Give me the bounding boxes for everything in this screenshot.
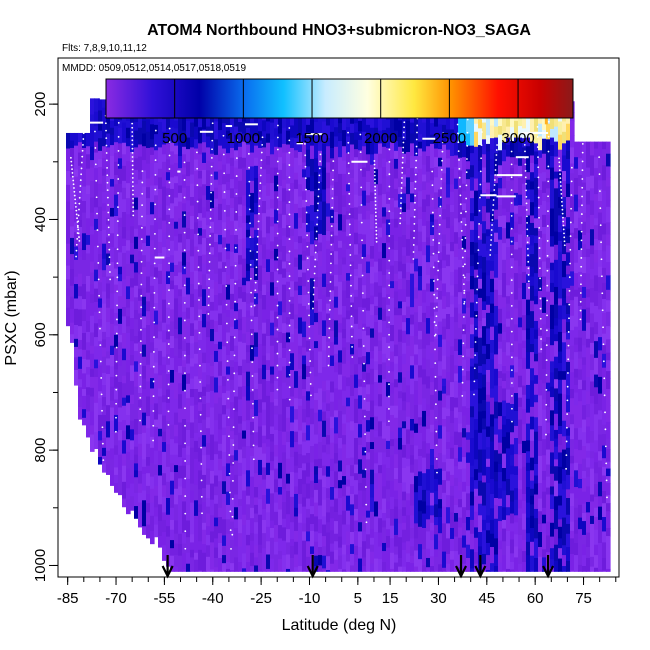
colorbar-bar — [105, 78, 574, 119]
colorbar-tick-label: 500 — [162, 130, 187, 147]
x-tick-label: 5 — [354, 590, 362, 607]
x-tick-label: 15 — [382, 590, 399, 607]
y-axis: 200 400 600 800 1000 — [32, 92, 58, 582]
flight-change-arrowhead — [306, 565, 319, 579]
x-tick-label: 30 — [430, 590, 447, 607]
flight-change-arrowhead — [161, 565, 174, 579]
x-tick-label: -85 — [57, 590, 79, 607]
x-tick-label: -25 — [250, 590, 272, 607]
dates-label: MMDD: 0509,0512,0514,0517,0518,0519 — [62, 63, 246, 74]
colorbar-ticks: 500 1000 1500 2000 2500 3000 — [162, 79, 535, 147]
x-axis-label: Latitude (deg N) — [282, 617, 397, 634]
x-tick-label: -55 — [154, 590, 176, 607]
flight-change-arrowhead — [474, 565, 487, 579]
x-tick-label: -10 — [299, 590, 321, 607]
x-tick-label: 75 — [575, 590, 592, 607]
y-tick-label: 800 — [32, 438, 49, 463]
x-tick-label: 45 — [478, 590, 495, 607]
flight-track-level-segments — [58, 97, 549, 259]
y-tick-label: 400 — [32, 207, 49, 232]
y-axis-label: PSXC (mbar) — [3, 270, 20, 365]
colorbar-tick-label: 3000 — [501, 130, 534, 147]
colorbar-tick-label: 2500 — [433, 130, 466, 147]
colorbar-tick-label: 2000 — [364, 130, 397, 147]
x-tick-label: -70 — [105, 590, 127, 607]
heatmap-cells — [66, 83, 611, 572]
flight-change-arrowhead — [455, 565, 468, 579]
y-tick-label: 600 — [32, 322, 49, 347]
colorbar-tick-label: 1000 — [227, 130, 260, 147]
flights-label: Flts: 7,8,9,10,11,12 — [62, 43, 147, 54]
x-tick-label: -40 — [202, 590, 224, 607]
flight-track-dots — [69, 103, 608, 550]
y-tick-label: 1000 — [32, 549, 49, 582]
flight-change-arrows — [161, 555, 555, 579]
chart-title: ATOM4 Northbound HNO3+submicron-NO3_SAGA — [147, 22, 531, 39]
y-tick-label: 200 — [32, 92, 49, 117]
colorbar-tick-label: 1500 — [295, 130, 328, 147]
plot-frame — [57, 57, 620, 578]
flight-change-arrowhead — [542, 565, 555, 579]
x-tick-label: 60 — [527, 590, 544, 607]
x-axis: -85 -70 -55 -40 -25 -10 5 15 30 45 60 75 — [57, 577, 617, 607]
